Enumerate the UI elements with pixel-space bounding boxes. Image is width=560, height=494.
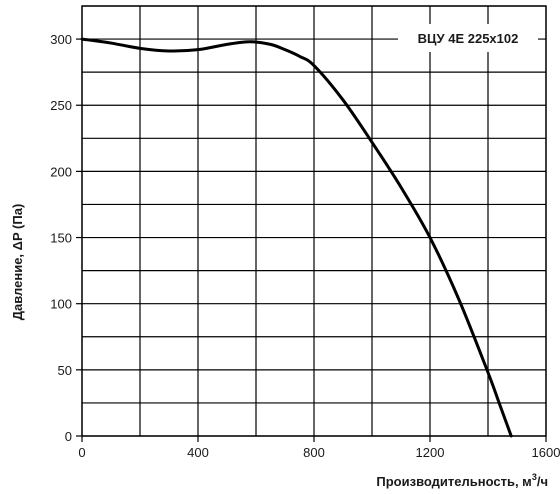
x-tick-label: 0 bbox=[78, 445, 85, 460]
y-axis: 0 50 100 150 200 250 300 bbox=[50, 32, 82, 444]
x-tick-label: 800 bbox=[303, 445, 325, 460]
x-tick-label: 1600 bbox=[532, 445, 560, 460]
y-tick-label: 0 bbox=[65, 429, 72, 444]
y-tick-label: 250 bbox=[50, 98, 72, 113]
grid bbox=[81, 5, 547, 437]
y-tick-label: 300 bbox=[50, 32, 72, 47]
legend: ВЦУ 4Е 225х102 bbox=[398, 24, 538, 52]
legend-box bbox=[398, 24, 538, 52]
series-line bbox=[80, 37, 513, 438]
y-tick-label: 150 bbox=[50, 231, 72, 246]
x-axis: 0 400 800 1200 1600 bbox=[78, 436, 560, 460]
y-tick-label: 50 bbox=[58, 363, 72, 378]
y-axis-title: Давление, ΔP (Па) bbox=[10, 204, 25, 321]
x-tick-label: 1200 bbox=[416, 445, 445, 460]
series-layer bbox=[80, 37, 513, 438]
x-tick-label: 400 bbox=[187, 445, 209, 460]
legend-label: ВЦУ 4Е 225х102 bbox=[418, 31, 519, 46]
y-tick-label: 100 bbox=[50, 297, 72, 312]
y-tick-label: 200 bbox=[50, 164, 72, 179]
x-axis-title: Производительность, м3/ч bbox=[376, 472, 548, 489]
